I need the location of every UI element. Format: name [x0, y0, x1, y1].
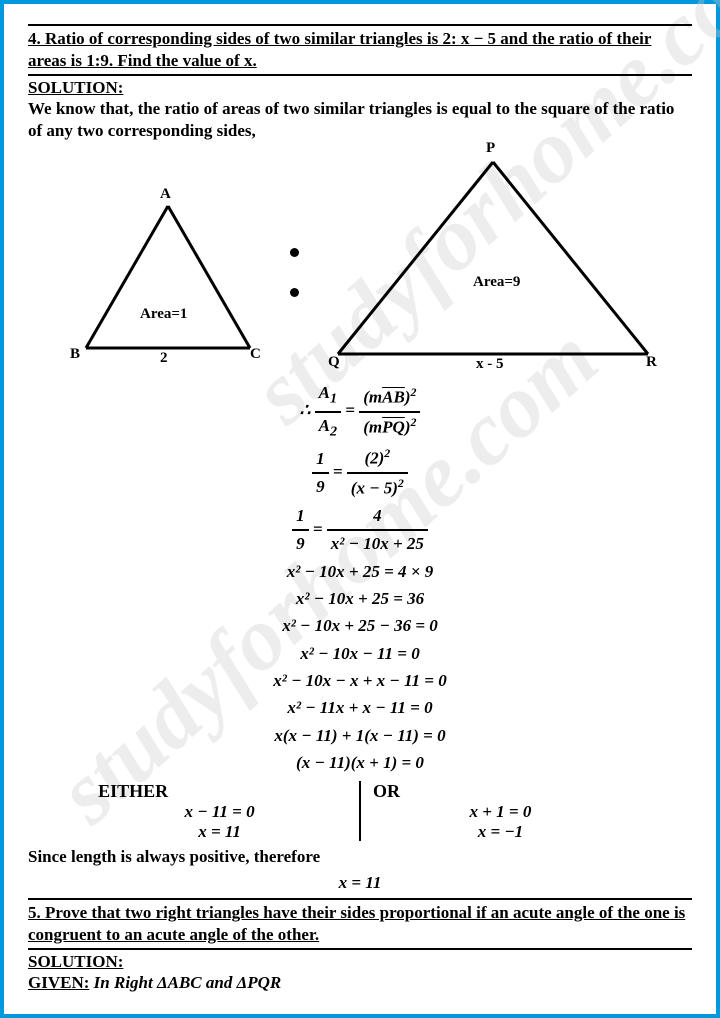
rule-q4: [28, 74, 692, 76]
triangle-pqr: P Q R Area=9 x - 5: [328, 154, 658, 369]
label-q: Q: [328, 354, 340, 371]
eq-6: x² − 10x + 25 − 36 = 0: [28, 613, 692, 639]
eq-4: x² − 10x + 25 = 4 × 9: [28, 559, 692, 585]
or-heading: OR: [361, 781, 640, 802]
either-eq2: x = 11: [80, 822, 359, 842]
given-label: GIVEN:: [28, 973, 89, 992]
equations: ∴ A1A2 = (mAB)2(mPQ)2 19 = (2)2(x − 5)2 …: [28, 380, 692, 776]
q4-intro: We know that, the ratio of areas of two …: [28, 98, 692, 142]
label-base2: x - 5: [476, 356, 504, 373]
triangle-abc: A B C Area=1 2: [78, 198, 258, 363]
eq-2: 19 = (2)2(x − 5)2: [28, 444, 692, 502]
q5-text: 5. Prove that two right triangles have t…: [28, 902, 692, 946]
ratio-dot-2: [290, 288, 299, 297]
page-content: 4. Ratio of corresponding sides of two s…: [4, 4, 716, 1012]
ratio-dot-1: [290, 248, 299, 257]
q5-given: GIVEN: In Right ΔABC and ΔPQR: [28, 972, 692, 994]
eq-9: x² − 11x + x − 11 = 0: [28, 695, 692, 721]
label-a: A: [160, 186, 171, 203]
label-b: B: [70, 346, 80, 363]
label-r: R: [646, 354, 657, 371]
label-base1: 2: [160, 350, 168, 367]
either-heading: EITHER: [80, 781, 359, 802]
eq-3: 19 = 4x² − 10x + 25: [28, 503, 692, 558]
q5-solution-label: SOLUTION:: [28, 952, 692, 972]
conclusion-text: Since length is always positive, therefo…: [28, 846, 692, 868]
q4-solution-label: SOLUTION:: [28, 78, 692, 98]
given-text: In Right ΔABC and ΔPQR: [89, 973, 281, 992]
eq-10: x(x − 11) + 1(x − 11) = 0: [28, 723, 692, 749]
label-c: C: [250, 346, 261, 363]
rule-q5-bot: [28, 948, 692, 950]
q4-text: 4. Ratio of corresponding sides of two s…: [28, 28, 692, 72]
eq-1: ∴ A1A2 = (mAB)2(mPQ)2: [28, 380, 692, 443]
rule-q5-top: [28, 898, 692, 900]
or-eq2: x = −1: [361, 822, 640, 842]
eq-7: x² − 10x − 11 = 0: [28, 641, 692, 667]
either-or-block: EITHER x − 11 = 0 x = 11 OR x + 1 = 0 x …: [28, 781, 692, 842]
either-eq1: x − 11 = 0: [80, 802, 359, 822]
label-area1: Area=1: [140, 306, 187, 323]
rule-top: [28, 24, 692, 26]
eq-5: x² − 10x + 25 = 36: [28, 586, 692, 612]
conclusion-result: x = 11: [28, 870, 692, 896]
label-p: P: [486, 140, 495, 157]
label-area2: Area=9: [473, 274, 520, 291]
eq-11: (x − 11)(x + 1) = 0: [28, 750, 692, 776]
eq-8: x² − 10x − x + x − 11 = 0: [28, 668, 692, 694]
triangles-diagram: A B C Area=1 2 P Q R Area=9 x - 5: [28, 158, 692, 378]
or-eq1: x + 1 = 0: [361, 802, 640, 822]
